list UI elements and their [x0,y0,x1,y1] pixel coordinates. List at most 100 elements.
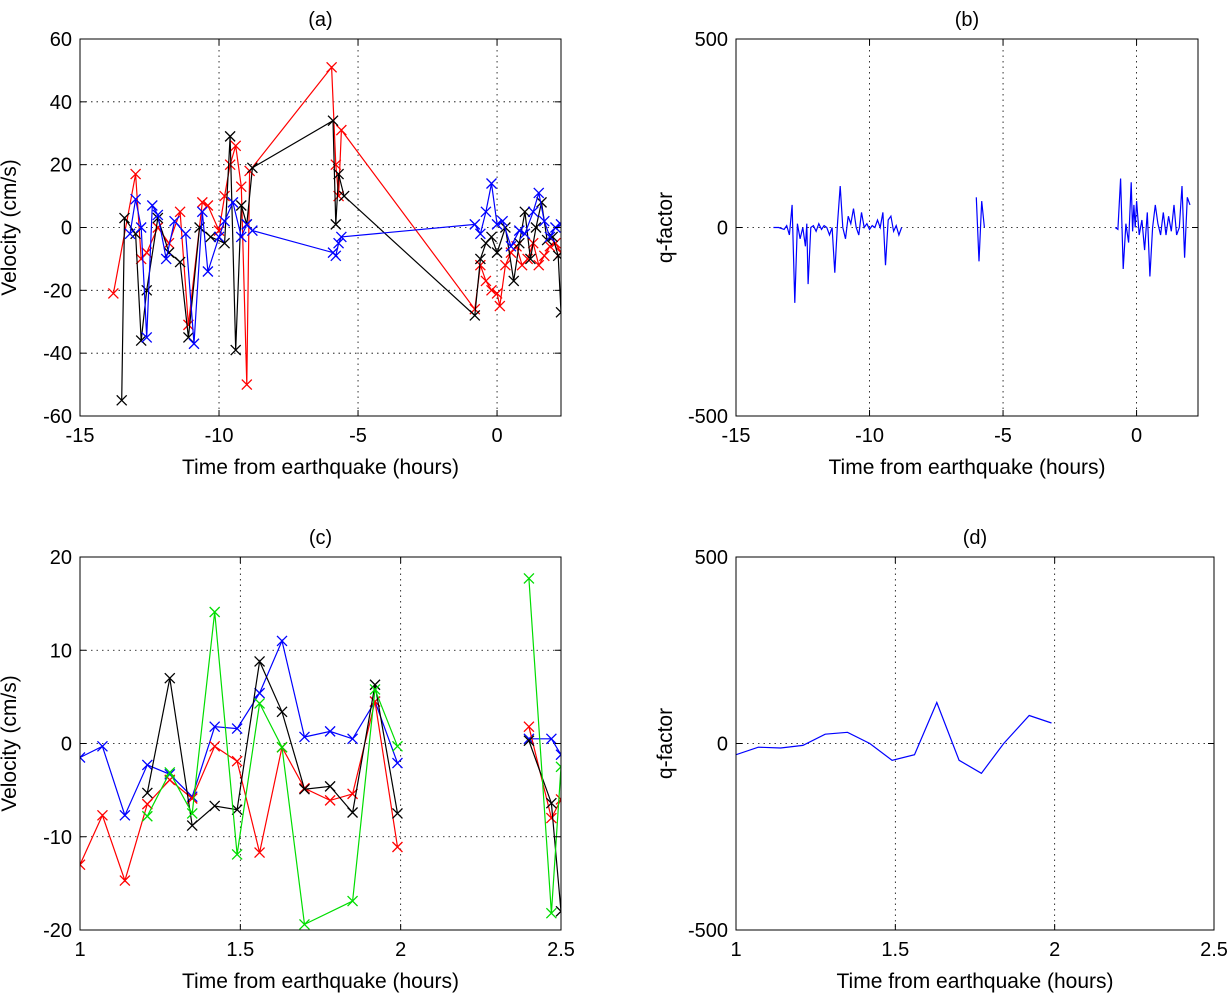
data-point-blue [231,723,243,735]
plot-area [736,700,1052,775]
data-point-blue [538,215,550,227]
data-point-red [480,275,492,287]
data-point-red [335,124,347,136]
y-axis-label: q-factor [654,192,677,263]
panel-title: (c) [309,527,332,549]
data-point-blue [347,733,359,745]
data-point-red [107,288,119,299]
data-point-red [119,875,131,887]
data-point-black [186,820,198,832]
data-point-black [369,679,381,691]
data-point-black [224,130,236,142]
data-point-black [205,231,217,243]
data-point-blue [299,731,310,743]
data-point-red [96,809,108,821]
data-point-black [530,222,542,233]
data-point-red [174,206,186,218]
data-point-blue [555,749,561,761]
series-line-black [146,659,399,827]
data-point-blue [202,266,214,277]
y-tick-label: -20 [43,280,72,302]
series-line-blue [129,183,561,344]
data-point-blue [152,209,164,221]
chart-panel-b: -15 -10 -5 0 -500 0 500 (b) Time from earthquake… [654,9,1199,479]
data-point-blue [474,228,486,240]
data-point-blue [519,228,531,240]
data-point-red [523,721,535,733]
data-point-green [164,766,176,778]
data-point-green [369,683,381,695]
data-point-blue [180,228,192,240]
y-tick-label: 500 [695,547,728,569]
data-point-blue [491,218,503,230]
data-point-red [491,288,503,299]
data-point-red [330,159,342,171]
series-line-blue [773,185,903,303]
y-tick-label: 0 [61,218,72,240]
data-point-red [392,841,403,853]
data-point-black [246,162,258,174]
data-point-red [544,240,556,252]
data-point-black [392,807,403,819]
data-point-red [231,755,243,767]
y-axis-label: Velocity (cm/s) [0,675,21,812]
y-tick-label: 500 [695,29,728,51]
data-point-black [519,206,531,218]
data-point-blue [544,231,556,243]
data-point-red [235,181,247,193]
data-point-red [230,140,242,152]
series-line-blue [80,638,399,817]
data-point-red [80,859,86,871]
data-point-red [130,168,142,180]
data-point-blue [141,331,153,343]
data-point-red [224,159,236,171]
data-point-black [347,807,359,818]
data-point-black [333,168,345,180]
data-point-blue [324,725,336,737]
x-tick-label: 2.5 [1200,939,1227,961]
x-tick-label: 2.5 [547,939,575,961]
data-point-green [523,572,535,584]
data-point-green [392,740,403,752]
data-point-blue [227,196,239,208]
data-point-black [235,200,247,211]
series-line-blue [736,700,1052,775]
data-point-blue [469,218,481,230]
data-point-blue [513,225,525,237]
data-point-red [141,798,153,810]
data-point-green [186,807,198,819]
data-point-red [555,793,561,805]
x-tick-label: -10 [205,425,234,447]
y-tick-label: 0 [717,218,728,240]
data-point-red [494,300,506,312]
x-tick-label: 2 [395,939,406,961]
data-point-blue [533,187,545,199]
data-point-blue [209,721,221,733]
chart-panel-d: 1 1.5 2 2.5 -500 0 500 (d) Time from earthquake … [654,527,1227,993]
data-point-black [327,115,339,127]
data-point-blue [276,635,288,647]
data-point-black [230,344,242,356]
x-tick-label: 1.5 [226,939,254,961]
data-point-black [523,735,535,747]
data-point-blue [486,178,497,189]
y-tick-label: 10 [50,640,72,662]
data-point-black [299,783,310,795]
data-point-blue [196,206,208,218]
data-point-green [299,918,310,930]
data-point-red [241,379,253,391]
data-point-blue [333,237,345,249]
x-tick-label: 2 [1049,939,1060,961]
data-point-black [338,190,350,202]
data-point-green [276,741,288,753]
x-tick-label: 1 [74,939,85,961]
x-axis-label: Time from earthquake (hours) [182,970,459,993]
data-point-green [231,849,243,860]
y-tick-label: -40 [43,343,72,365]
data-point-blue [141,759,153,771]
data-point-blue [335,231,347,243]
plot-area [80,572,561,930]
data-point-blue [188,338,200,350]
data-point-blue [219,215,231,227]
